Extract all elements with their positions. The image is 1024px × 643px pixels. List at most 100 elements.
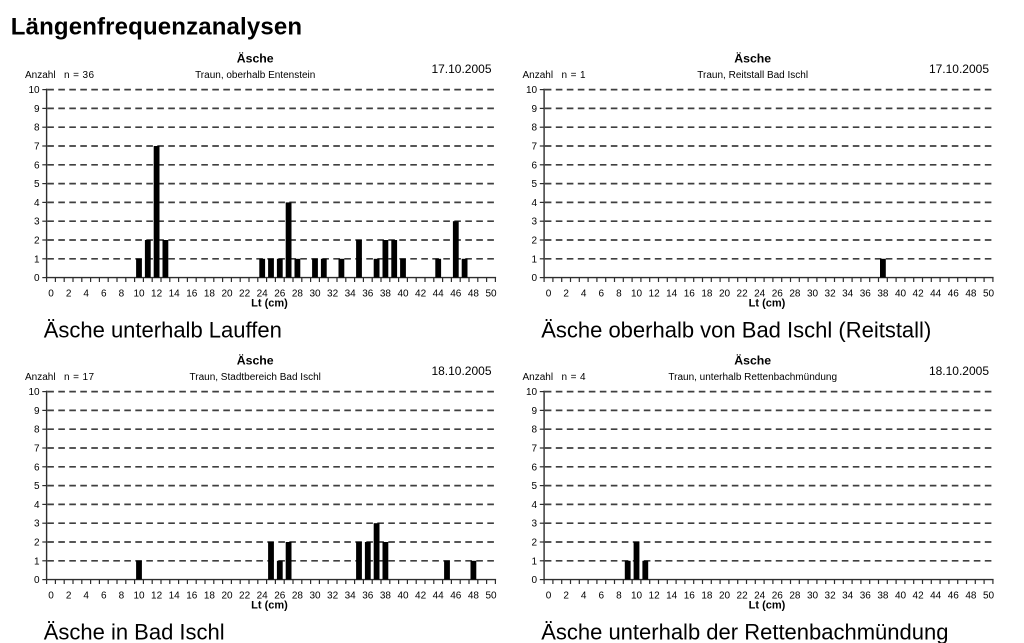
svg-text:5: 5 [34, 179, 40, 190]
svg-text:30: 30 [309, 288, 321, 299]
svg-text:22: 22 [737, 590, 749, 601]
svg-text:46: 46 [450, 590, 462, 601]
svg-text:17.10.2005: 17.10.2005 [431, 62, 491, 76]
svg-text:28: 28 [292, 590, 304, 601]
svg-text:8: 8 [34, 425, 40, 436]
svg-text:24: 24 [754, 590, 766, 601]
svg-text:6: 6 [532, 462, 538, 473]
svg-text:6: 6 [599, 590, 605, 601]
svg-text:40: 40 [397, 288, 409, 299]
svg-text:50: 50 [983, 288, 995, 299]
svg-text:9: 9 [34, 406, 40, 417]
svg-text:44: 44 [930, 590, 942, 601]
svg-text:4: 4 [83, 288, 89, 299]
svg-text:38: 38 [877, 288, 889, 299]
svg-text:24: 24 [257, 590, 269, 601]
svg-text:6: 6 [599, 288, 605, 299]
svg-text:2: 2 [563, 288, 569, 299]
svg-text:8: 8 [34, 123, 40, 134]
svg-text:3: 3 [34, 519, 40, 530]
svg-text:3: 3 [34, 217, 40, 228]
svg-text:0: 0 [34, 575, 40, 586]
svg-text:4: 4 [581, 590, 587, 601]
svg-text:2: 2 [66, 590, 72, 601]
svg-text:48: 48 [468, 590, 480, 601]
svg-text:10: 10 [133, 590, 145, 601]
svg-text:12: 12 [649, 590, 661, 601]
svg-text:44: 44 [930, 288, 942, 299]
svg-text:38: 38 [877, 590, 889, 601]
svg-text:20: 20 [719, 288, 731, 299]
svg-text:40: 40 [895, 288, 907, 299]
svg-text:9: 9 [34, 104, 40, 115]
svg-text:46: 46 [948, 288, 960, 299]
svg-text:6: 6 [34, 160, 40, 171]
svg-text:2: 2 [563, 590, 569, 601]
svg-text:34: 34 [345, 590, 357, 601]
svg-text:3: 3 [532, 217, 538, 228]
svg-text:2: 2 [34, 538, 40, 549]
svg-text:30: 30 [309, 590, 321, 601]
svg-text:46: 46 [948, 590, 960, 601]
svg-text:34: 34 [842, 590, 854, 601]
svg-text:Äsche in Bad Ischl: Äsche in Bad Ischl [44, 620, 225, 643]
svg-text:42: 42 [913, 590, 925, 601]
svg-text:22: 22 [737, 288, 749, 299]
svg-text:24: 24 [754, 288, 766, 299]
svg-text:26: 26 [274, 288, 286, 299]
svg-text:17.10.2005: 17.10.2005 [929, 62, 989, 76]
svg-text:28: 28 [789, 288, 801, 299]
svg-text:10: 10 [526, 85, 538, 96]
svg-text:18: 18 [701, 288, 713, 299]
svg-text:2: 2 [532, 538, 538, 549]
svg-text:Lt (cm): Lt (cm) [251, 600, 288, 612]
svg-text:4: 4 [532, 500, 538, 511]
svg-text:26: 26 [772, 288, 784, 299]
svg-text:0: 0 [532, 575, 538, 586]
svg-text:18.10.2005: 18.10.2005 [929, 364, 989, 378]
svg-text:34: 34 [345, 288, 357, 299]
svg-text:16: 16 [186, 590, 198, 601]
svg-text:46: 46 [450, 288, 462, 299]
svg-text:n = 17: n = 17 [64, 372, 95, 383]
svg-text:26: 26 [274, 590, 286, 601]
svg-text:0: 0 [34, 273, 40, 284]
svg-text:14: 14 [169, 590, 181, 601]
svg-text:0: 0 [532, 273, 538, 284]
svg-text:0: 0 [546, 288, 552, 299]
svg-text:7: 7 [34, 444, 40, 455]
svg-text:28: 28 [292, 288, 304, 299]
svg-text:26: 26 [772, 590, 784, 601]
svg-text:4: 4 [83, 590, 89, 601]
svg-text:16: 16 [684, 288, 696, 299]
svg-text:8: 8 [532, 123, 538, 134]
svg-text:Anzahl: Anzahl [523, 70, 554, 81]
svg-text:2: 2 [66, 288, 72, 299]
svg-text:n = 36: n = 36 [64, 70, 95, 81]
svg-text:20: 20 [221, 590, 233, 601]
svg-text:14: 14 [666, 590, 678, 601]
svg-text:Lt (cm): Lt (cm) [749, 600, 786, 612]
svg-text:10: 10 [526, 387, 538, 398]
svg-text:Äsche unterhalb der Rettenbach: Äsche unterhalb der Rettenbachmündung [541, 620, 948, 643]
svg-text:14: 14 [169, 288, 181, 299]
svg-text:40: 40 [397, 590, 409, 601]
svg-text:30: 30 [807, 288, 819, 299]
svg-text:Äsche oberhalb von Bad Ischl (: Äsche oberhalb von Bad Ischl (Reitstall) [541, 318, 931, 343]
svg-text:32: 32 [825, 288, 837, 299]
svg-text:8: 8 [616, 288, 622, 299]
svg-text:36: 36 [362, 288, 374, 299]
svg-text:22: 22 [239, 288, 251, 299]
svg-text:32: 32 [327, 288, 339, 299]
svg-text:2: 2 [34, 236, 40, 247]
svg-text:Anzahl: Anzahl [25, 372, 56, 383]
svg-text:34: 34 [842, 288, 854, 299]
svg-text:4: 4 [581, 288, 587, 299]
svg-text:6: 6 [101, 590, 107, 601]
svg-text:6: 6 [532, 160, 538, 171]
svg-text:6: 6 [34, 462, 40, 473]
svg-text:Lt (cm): Lt (cm) [749, 298, 786, 310]
svg-text:9: 9 [532, 406, 538, 417]
svg-text:Traun, oberhalb Entenstein: Traun, oberhalb Entenstein [195, 70, 315, 81]
svg-text:44: 44 [433, 590, 445, 601]
